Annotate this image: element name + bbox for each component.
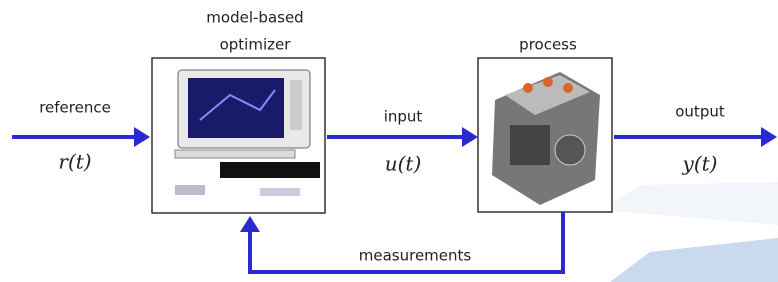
- feedback-label: measurements: [359, 247, 472, 265]
- arrowhead: [134, 127, 150, 147]
- arrowhead: [240, 216, 260, 232]
- page: {"optimizer": {"label_lines": ["model-ba…: [0, 0, 778, 282]
- process-label: process: [519, 36, 577, 54]
- output-signal: y(t): [682, 152, 718, 176]
- arrowhead: [761, 127, 777, 147]
- block-diagram: model-based optimizer process reference …: [0, 0, 778, 282]
- input-label: input: [384, 108, 423, 126]
- arrowhead: [462, 127, 478, 147]
- reference-signal: r(t): [58, 150, 91, 174]
- output-label: output: [675, 103, 725, 121]
- decor: [610, 238, 778, 282]
- input-signal: u(t): [385, 152, 422, 176]
- reference-label: reference: [39, 99, 111, 117]
- decor: [600, 182, 778, 225]
- optimizer-label: model-based: [206, 9, 303, 27]
- optimizer-label: optimizer: [220, 36, 292, 54]
